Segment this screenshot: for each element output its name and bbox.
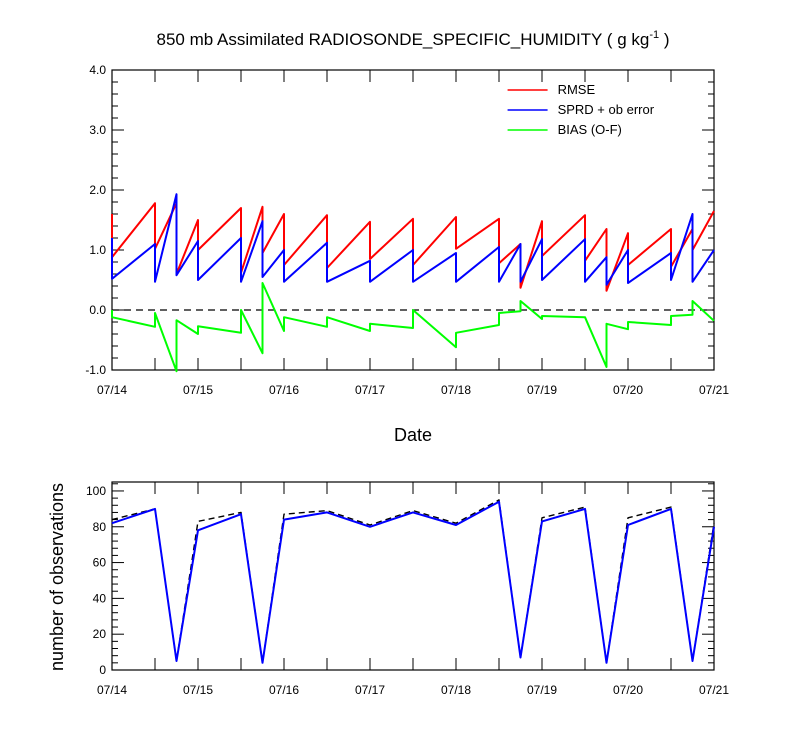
x-tick-label: 07/16 (269, 683, 299, 697)
y-tick-label: 60 (93, 556, 107, 570)
x-axis-label: Date (394, 425, 432, 445)
y-tick-label: -1.0 (85, 363, 106, 377)
y-tick-label: 4.0 (89, 63, 106, 77)
y-tick-label: 40 (93, 591, 107, 605)
x-tick-label: 07/18 (441, 683, 471, 697)
y-tick-label: 2.0 (89, 183, 106, 197)
legend-label: SPRD + ob error (558, 102, 655, 117)
y-tick-label: 3.0 (89, 123, 106, 137)
bottom-plot: 07/14 07/15 07/16 07/17 07/18 07/19 07/20 07/21… (86, 481, 729, 697)
y-axis-label: number of observations (47, 483, 67, 671)
series-line-obs-used (111, 500, 715, 664)
y-tick-label: 20 (93, 627, 107, 641)
y-tick-label: 0 (99, 663, 106, 677)
series-line-sprd-ob-error (111, 193, 715, 286)
y-tick-label: 1.0 (89, 243, 106, 257)
legend-label: RMSE (558, 82, 596, 97)
x-tick-label: 07/20 (613, 683, 643, 697)
x-tick-label: 07/19 (527, 683, 557, 697)
x-tick-label: 07/17 (355, 383, 385, 397)
x-tick-label: 07/14 (97, 383, 127, 397)
y-tick-label: 80 (93, 520, 107, 534)
x-tick-label: 07/21 (699, 383, 729, 397)
top-plot: 07/14 07/15 07/16 07/17 07/18 07/19 07/20 07/21… (85, 63, 729, 397)
x-tick-label: 07/21 (699, 683, 729, 697)
plot-frame (111, 481, 715, 671)
series-line-obs-possible (111, 499, 715, 664)
y-tick-label: 0.0 (89, 303, 106, 317)
x-tick-label: 07/15 (183, 683, 213, 697)
x-tick-label: 07/16 (269, 383, 299, 397)
x-tick-label: 07/20 (613, 383, 643, 397)
legend-label: BIAS (O-F) (558, 122, 622, 137)
x-tick-label: 07/15 (183, 383, 213, 397)
series-line-bias-o-f (111, 282, 715, 373)
x-tick-label: 07/17 (355, 683, 385, 697)
chart-title: 850 mb Assimilated RADIOSONDE_SPECIFIC_H… (157, 29, 670, 49)
x-tick-label: 07/18 (441, 383, 471, 397)
x-tick-label: 07/14 (97, 683, 127, 697)
y-tick-label: 100 (86, 484, 106, 498)
x-tick-label: 07/19 (527, 383, 557, 397)
